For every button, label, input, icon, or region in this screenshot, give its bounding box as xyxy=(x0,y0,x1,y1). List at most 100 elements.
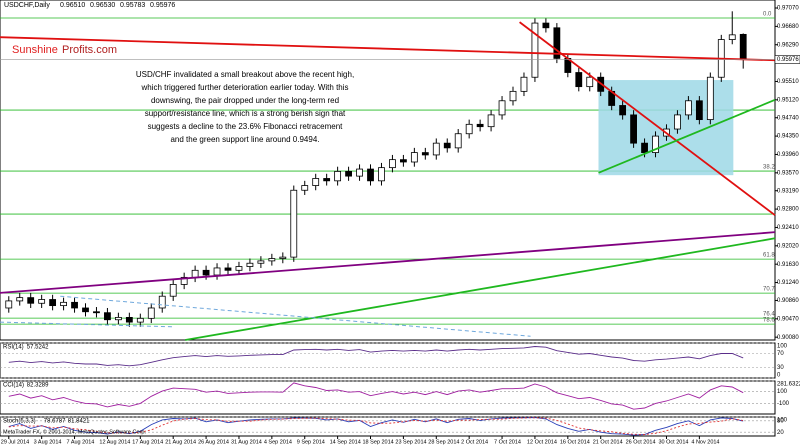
candle-body xyxy=(476,123,484,128)
x-tick-label: 23 Sep 2014 xyxy=(395,439,426,445)
x-tick-label: 3 Aug 2014 xyxy=(34,439,62,445)
y-tick-label: 0.90080 xyxy=(777,335,799,341)
candle-body xyxy=(509,90,517,102)
candle-body xyxy=(345,171,352,177)
x-tick-label: 26 Aug 2014 xyxy=(198,439,229,445)
candle-body xyxy=(728,34,736,40)
y-tick-label: 0.96680 xyxy=(777,24,799,30)
level-label: 0.0 xyxy=(763,12,772,18)
cci-panel xyxy=(0,380,776,415)
rsi-line xyxy=(8,346,744,367)
title-value: 0.95783 xyxy=(120,2,145,9)
y-tick-label: 70 xyxy=(777,351,784,357)
note-line: and the green support line around 0.9494… xyxy=(170,135,319,144)
candle-body xyxy=(169,284,177,297)
y-tick-label: 100 xyxy=(777,389,788,395)
candle-body xyxy=(553,27,561,59)
trend-line xyxy=(185,237,776,341)
candle-body xyxy=(125,316,133,323)
x-tick-label: 21 Oct 2014 xyxy=(593,439,623,445)
candle-body xyxy=(158,295,166,309)
candle-body xyxy=(739,33,747,60)
y-tick-label: 0.96290 xyxy=(777,42,799,48)
candle-body xyxy=(5,300,13,309)
cci-label: CCI(14) xyxy=(3,383,24,389)
candle-body xyxy=(334,171,342,182)
candle-body xyxy=(619,105,627,116)
y-tick-label: 80 xyxy=(777,418,784,424)
candle-body xyxy=(257,260,265,264)
candle-body xyxy=(16,297,24,302)
note-line: support/resistance line, which is a stro… xyxy=(145,109,346,118)
note-line: USD/CHF invalidated a small breakout abo… xyxy=(136,70,354,79)
y-tick-label: 20 xyxy=(777,430,784,436)
stoch-label: Stoch(5,3,3) xyxy=(3,419,36,425)
candle-body xyxy=(301,185,309,191)
candle-body xyxy=(180,276,188,285)
cci-value: 82.3289 xyxy=(27,383,49,389)
candle-body xyxy=(114,316,122,321)
candle-body xyxy=(93,311,100,314)
y-tick-label: 0.91240 xyxy=(777,280,799,286)
candle-body xyxy=(38,299,46,304)
trend-line xyxy=(0,36,776,62)
y-tick-label: 0.92410 xyxy=(777,225,799,231)
y-tick-label: 100 xyxy=(777,344,788,350)
level-label: 61.8 xyxy=(763,253,775,259)
y-tick-label: 0.92020 xyxy=(777,243,799,249)
candle-body xyxy=(268,258,276,262)
trend-line xyxy=(519,21,776,216)
trend-line xyxy=(60,295,531,337)
y-tick-label: 100 xyxy=(777,418,788,424)
y-tick-label: 0.93960 xyxy=(777,152,799,158)
x-tick-label: 17 Aug 2014 xyxy=(132,439,163,445)
x-tick-label: 4 Nov 2014 xyxy=(691,439,719,445)
candle-body xyxy=(213,267,221,276)
y-tick-label: 0.90470 xyxy=(777,316,799,322)
candle-body xyxy=(389,159,396,169)
x-tick-label: 12 Aug 2014 xyxy=(99,439,130,445)
y-tick-label: -100 xyxy=(777,401,790,407)
y-tick-label: 0.93570 xyxy=(777,170,799,176)
level-label: 78.6 xyxy=(763,318,775,324)
footer: MetaTrader FX, © 2001-2014, MetaQuotes S… xyxy=(3,428,146,435)
candle-body xyxy=(82,307,89,313)
candle-body xyxy=(421,152,429,156)
candle-body xyxy=(432,142,440,156)
brand: Sunshine xyxy=(12,44,58,56)
candle-body xyxy=(235,266,243,271)
price-label: 0.95976 xyxy=(777,57,799,63)
candle-body xyxy=(60,301,67,307)
y-tick-label: 0.94740 xyxy=(777,115,799,121)
y-tick-label: 0.95510 xyxy=(777,79,799,85)
note-line: downswing, the pair dropped under the lo… xyxy=(151,96,339,105)
candle-body xyxy=(531,22,539,78)
x-tick-label: 2 Oct 2014 xyxy=(461,439,488,445)
candle-body xyxy=(695,100,703,121)
price-box xyxy=(774,55,800,64)
trend-line xyxy=(0,231,776,294)
candle-body xyxy=(641,142,648,153)
candle-body xyxy=(465,123,473,135)
x-tick-label: 16 Oct 2014 xyxy=(560,439,590,445)
level-label: 76.4 xyxy=(763,312,775,318)
chart-title: USDCHF,Daily xyxy=(4,2,50,9)
y-tick-label: 0.91630 xyxy=(777,262,799,268)
x-tick-label: 7 Aug 2014 xyxy=(67,439,95,445)
y-tick-label: 0.95120 xyxy=(777,97,799,103)
note-line: which triggered further deterioration ea… xyxy=(140,83,348,92)
title-value: 0.96510 xyxy=(60,2,85,9)
candle-body xyxy=(49,299,57,307)
candle-body xyxy=(378,167,385,182)
y-tick-label: 0 xyxy=(777,373,781,379)
candle-body xyxy=(202,269,210,276)
title-value: 0.95976 xyxy=(150,2,175,9)
candle-body xyxy=(136,317,144,323)
trend-line xyxy=(598,99,776,174)
x-tick-label: 30 Oct 2014 xyxy=(658,439,688,445)
candle-body xyxy=(498,100,506,116)
x-tick-label: 14 Sep 2014 xyxy=(330,439,361,445)
y-tick-label: 281.6322 xyxy=(777,382,800,388)
x-tick-label: 28 Sep 2014 xyxy=(428,439,459,445)
